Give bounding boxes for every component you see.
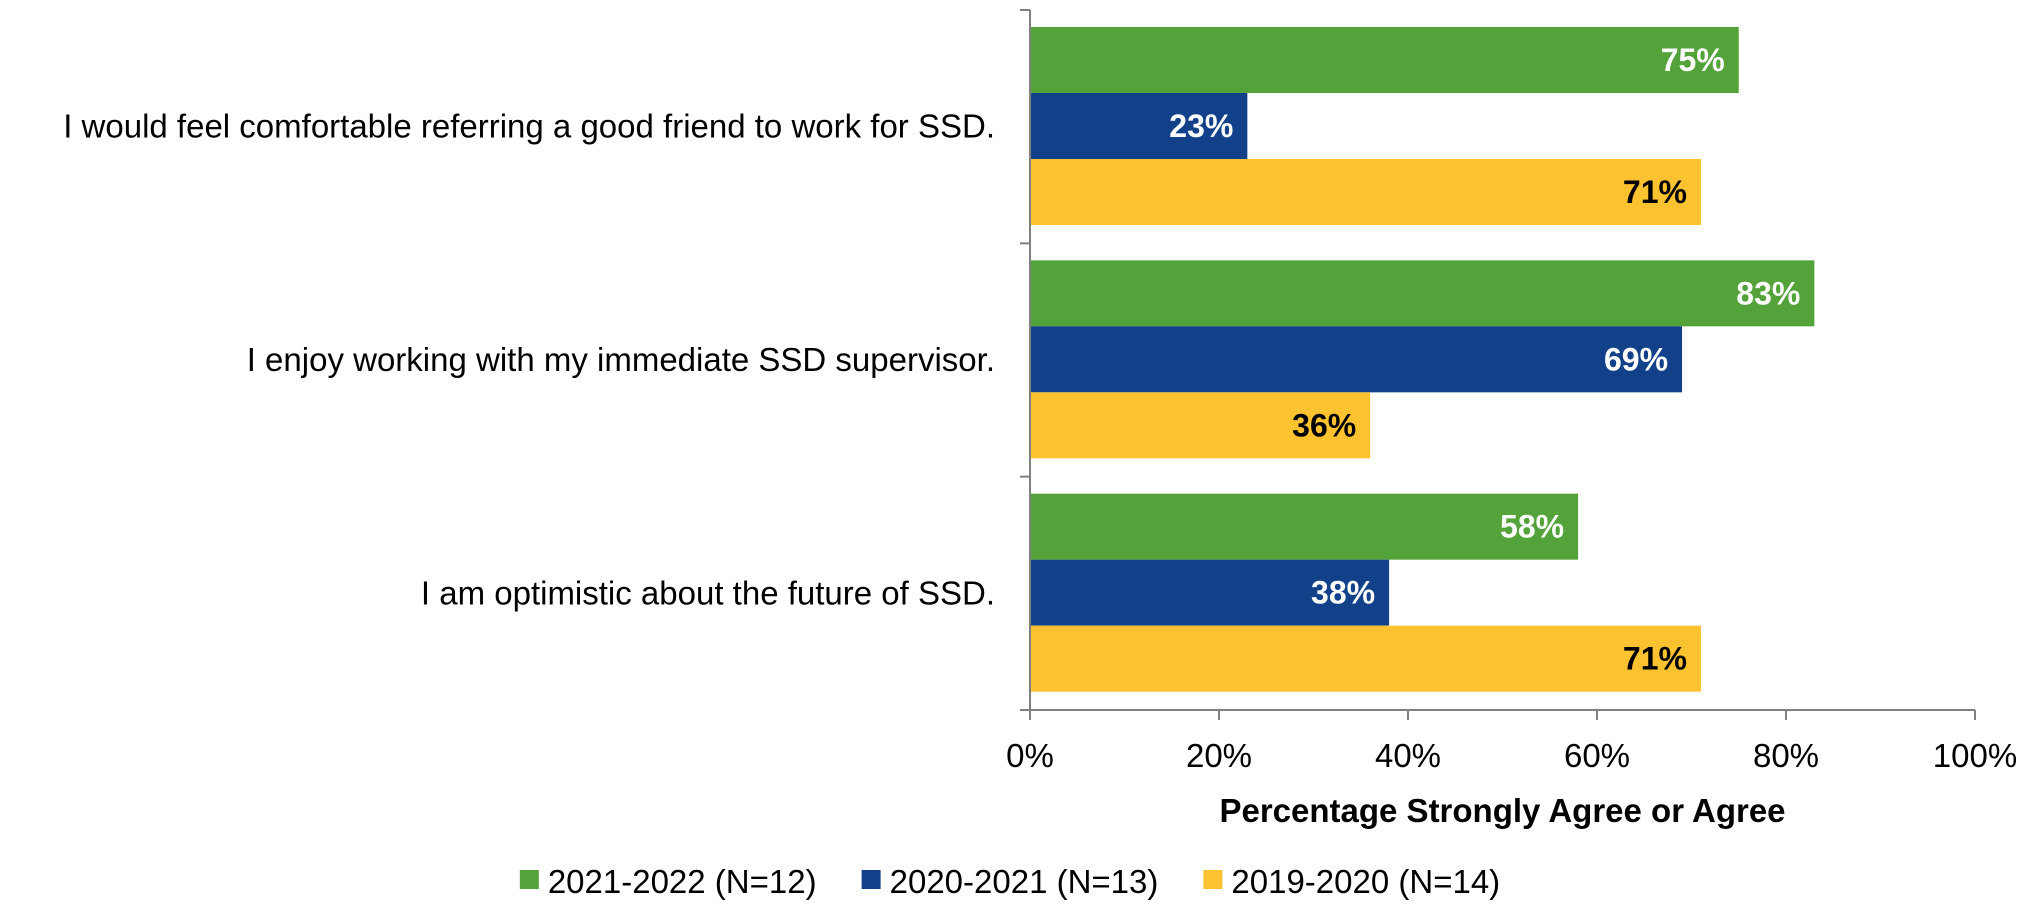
bar [1030,559,1390,626]
category-labels-group: I would feel comfortable referring a goo… [63,108,995,612]
data-label: 23% [1169,108,1233,144]
x-tick-labels-group: 0% 20% 40% 60% 80% 100% [1006,737,2017,774]
data-label: 38% [1311,575,1375,611]
data-label: 83% [1736,275,1800,311]
bar [1030,326,1683,393]
x-tick-label: 100% [1933,737,2017,774]
category-label: I am optimistic about the future of SSD. [421,574,995,611]
data-label: 71% [1623,641,1687,677]
legend-swatch [861,870,881,889]
bar [1030,27,1739,93]
bar [1030,260,1815,327]
legend-item: 2019-2020 (N=14) [1203,863,1500,900]
data-label: 71% [1623,174,1687,210]
legend-item: 2021-2022 (N=12) [519,863,817,900]
data-label: 69% [1604,341,1668,377]
data-label: 58% [1500,509,1564,545]
bar [1030,625,1701,692]
legend: 2021-2022 (N=12) 2020-2021 (N=13) 2019-202… [519,863,1500,900]
legend-swatch [519,870,539,889]
legend-label: 2020-2021 (N=13) [890,863,1159,900]
category-label: I would feel comfortable referring a goo… [63,108,995,145]
bar [1030,392,1371,459]
x-tick-label: 80% [1753,737,1819,774]
bar [1030,93,1248,159]
category-label: I enjoy working with my immediate SSD su… [247,341,995,378]
bars-group [1030,27,1815,692]
x-tick-label: 0% [1006,737,1054,774]
bar [1030,493,1579,560]
axes-group [1020,9,1976,720]
x-axis-title: Percentage Strongly Agree or Agree [1219,792,1785,829]
x-tick-label: 60% [1564,737,1630,774]
legend-item: 2020-2021 (N=13) [861,863,1159,900]
data-labels-group: 75% 23% 71% 83% 69% 36% 58% 38% 71% [1169,42,1800,677]
legend-label: 2021-2022 (N=12) [548,863,817,900]
bar [1030,159,1701,225]
legend-label: 2019-2020 (N=14) [1231,863,1500,900]
x-tick-label: 40% [1375,737,1441,774]
data-label: 36% [1292,407,1356,443]
data-label: 75% [1661,42,1725,78]
x-tick-label: 20% [1186,737,1252,774]
legend-swatch [1203,870,1223,889]
